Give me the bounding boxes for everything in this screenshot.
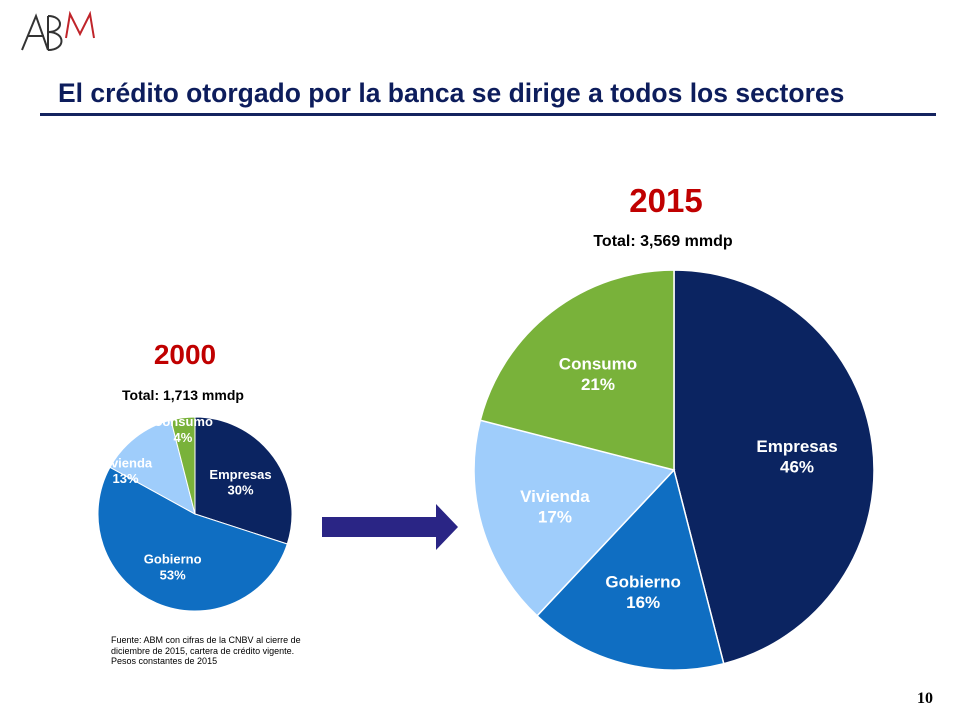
pie-slice-consumo [479, 269, 675, 471]
slice-label-vivienda: Vivienda 17% [520, 487, 590, 526]
slice-label-gobierno: Gobierno 53% [144, 552, 202, 583]
pie-slice-gobierno [97, 466, 288, 612]
slice-label-vivienda: Vivienda 13% [99, 456, 153, 487]
pie-slice-consumo [170, 416, 196, 515]
pie-slice-vivienda [473, 419, 676, 617]
source-note: Fuente: ABM con cifras de la CNBV al cie… [111, 635, 301, 666]
right-arrow-icon [322, 504, 458, 550]
pie-total-subtitle: Total: 1,713 mmdp [122, 387, 244, 403]
slice-label-consumo: Consumo 4% [153, 414, 213, 445]
pie-year-title: 2015 [629, 182, 702, 219]
slice-label-consumo: Consumo 21% [559, 354, 637, 393]
title-underline [40, 113, 936, 116]
pie-total-subtitle: Total: 3,569 mmdp [593, 233, 733, 250]
pie-slice-gobierno [536, 468, 725, 671]
page-number: 10 [917, 690, 933, 707]
pie-slice-empresas [194, 416, 293, 545]
abm-logo [21, 10, 95, 51]
pie-slice-vivienda [109, 419, 196, 515]
pie-year-title: 2000 [154, 339, 216, 370]
slide-title: El crédito otorgado por la banca se diri… [58, 78, 845, 108]
slice-label-gobierno: Gobierno 16% [605, 573, 681, 612]
pie-slice-empresas [673, 269, 875, 665]
pie-chart-2015: Empresas 46% Gobierno 16% Vivienda 17% Consumo… [473, 182, 875, 671]
pie-chart-2000: Empresas 30% Gobierno 53% Vivienda 13%Consumo… [97, 339, 293, 612]
slice-label-empresas: Empresas 30% [209, 467, 271, 498]
slice-label-empresas: Empresas 46% [756, 437, 837, 476]
